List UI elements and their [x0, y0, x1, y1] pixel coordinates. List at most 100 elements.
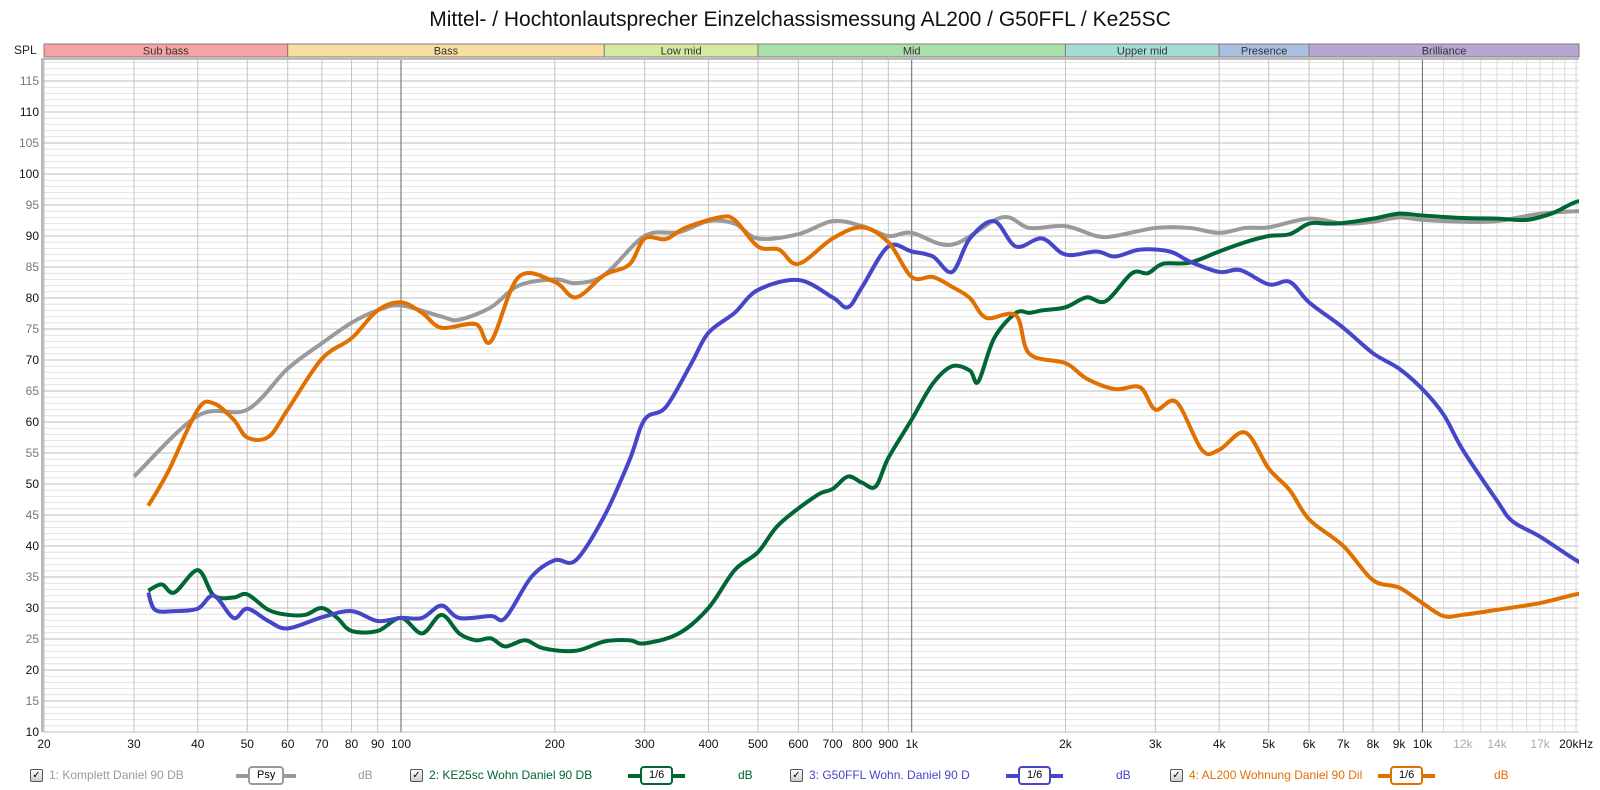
unit-label: dB [358, 768, 373, 782]
x-tick-label: 4k [1213, 737, 1227, 751]
y-tick-label: 20 [26, 663, 40, 677]
line-sample [628, 773, 640, 778]
band-label: Low mid [661, 46, 702, 58]
series-line-2 [147, 199, 1579, 654]
y-tick-label: 90 [26, 229, 40, 243]
x-tick-label: 14k [1487, 737, 1507, 751]
y-tick-label: 115 [20, 74, 39, 88]
y-tick-label: 30 [26, 601, 40, 615]
line-sample [1423, 773, 1436, 778]
line-sample [1051, 773, 1064, 778]
smoothing-selector[interactable]: 1/6 [1006, 766, 1064, 785]
x-tick-label: 40 [191, 737, 205, 751]
x-tick-label: 3k [1149, 737, 1163, 751]
x-tick-label: 600 [788, 737, 808, 751]
unit-label: dB [738, 768, 753, 782]
y-tick-label: 95 [26, 198, 40, 212]
y-tick-label: 60 [26, 415, 40, 429]
band-label: Presence [1241, 46, 1287, 58]
x-tick-label: 50 [241, 737, 255, 751]
smoothing-selector[interactable]: 1/6 [628, 766, 686, 785]
y-tick-label: 105 [19, 136, 39, 150]
x-tick-label: 8k [1367, 737, 1381, 751]
x-tick-label: 7k [1337, 737, 1351, 751]
series-line-4 [146, 214, 1579, 619]
line-sample [284, 773, 297, 778]
line-sample [673, 773, 686, 778]
checkbox-checked-icon[interactable]: ✓ [790, 768, 803, 782]
x-tick-label: 6k [1303, 737, 1317, 751]
series-line-3 [146, 219, 1579, 631]
checkbox-checked-icon[interactable]: ✓ [1170, 768, 1183, 782]
legend-label: 2: KE25sc Wohn Daniel 90 DB [429, 768, 593, 782]
y-tick-label: 70 [26, 353, 40, 367]
x-tick-label: 80 [345, 737, 359, 751]
plot-area [44, 60, 1579, 732]
unit-label: dB [1116, 768, 1131, 782]
legend-label: 3: G50FFL Wohn. Daniel 90 D [809, 768, 970, 782]
x-tick-label: 10k [1413, 737, 1433, 751]
smoothing-selector[interactable]: Psy [236, 766, 297, 785]
x-tick-label: 500 [748, 737, 768, 751]
x-tick-label: 70 [315, 737, 329, 751]
unit-label: dB [1494, 768, 1509, 782]
legend-label: 1: Komplett Daniel 90 DB [49, 768, 184, 782]
y-axis-label: SPL [14, 43, 37, 57]
band-label: Sub bass [143, 46, 189, 58]
x-tick-label: 100 [391, 737, 411, 751]
y-tick-label: 25 [26, 632, 40, 646]
y-tick-label: 110 [20, 105, 39, 119]
y-tick-label: 45 [26, 508, 40, 522]
smoothing-label: 1/6 [640, 766, 674, 785]
band-label: Brilliance [1422, 46, 1467, 58]
band-label: Mid [903, 46, 921, 58]
y-tick-label: 65 [26, 384, 40, 398]
line-sample [1006, 773, 1018, 778]
legend-item[interactable]: ✓ 3: G50FFL Wohn. Daniel 90 D [790, 764, 970, 786]
x-tick-label: 20kHz [1559, 737, 1593, 751]
checkbox-checked-icon[interactable]: ✓ [30, 768, 43, 782]
x-tick-label: 900 [878, 737, 898, 751]
x-tick-label: 400 [698, 737, 718, 751]
legend-item[interactable]: ✓ 1: Komplett Daniel 90 DB [30, 764, 184, 786]
y-tick-label: 55 [26, 446, 40, 460]
legend-item[interactable]: ✓ 2: KE25sc Wohn Daniel 90 DB [410, 764, 592, 786]
line-sample [236, 773, 248, 778]
x-tick-label: 1k [905, 737, 919, 751]
smoothing-label: 1/6 [1018, 766, 1052, 785]
x-tick-label: 700 [823, 737, 843, 751]
band-brilliance [1308, 43, 1580, 58]
x-tick-label: 60 [281, 737, 295, 751]
smoothing-selector[interactable]: 1/6 [1378, 766, 1436, 785]
line-sample [1378, 773, 1390, 778]
band-label: Upper mid [1117, 46, 1168, 58]
x-tick-label: 20 [37, 737, 51, 751]
x-tick-label: 30 [127, 737, 141, 751]
y-tick-label: 80 [26, 291, 40, 305]
x-tick-label: 17k [1530, 737, 1550, 751]
band-label: Bass [434, 46, 459, 58]
smoothing-label: 1/6 [1390, 766, 1424, 785]
x-tick-label: 2k [1059, 737, 1073, 751]
y-tick-label: 75 [26, 322, 40, 336]
y-tick-label: 85 [26, 260, 40, 274]
x-tick-label: 200 [545, 737, 565, 751]
y-tick-label: 35 [26, 570, 40, 584]
x-tick-label: 90 [371, 737, 385, 751]
chart-title: Mittel- / Hochtonlautsprecher Einzelchas… [429, 8, 1171, 31]
smoothing-label: Psy [248, 766, 285, 785]
y-tick-label: 10 [26, 725, 40, 739]
x-tick-label: 9k [1393, 737, 1407, 751]
checkbox-checked-icon[interactable]: ✓ [410, 768, 423, 782]
x-tick-label: 800 [852, 737, 872, 751]
x-tick-label: 5k [1262, 737, 1276, 751]
y-tick-label: 50 [26, 477, 40, 491]
x-tick-label: 12k [1453, 737, 1473, 751]
x-tick-label: 300 [635, 737, 655, 751]
y-tick-label: 100 [19, 167, 39, 181]
legend-label: 4: AL200 Wohnung Daniel 90 Dil [1189, 768, 1363, 782]
legend-item[interactable]: ✓ 4: AL200 Wohnung Daniel 90 Dil [1170, 764, 1362, 786]
y-tick-label: 40 [26, 539, 40, 553]
y-tick-label: 15 [26, 694, 40, 708]
